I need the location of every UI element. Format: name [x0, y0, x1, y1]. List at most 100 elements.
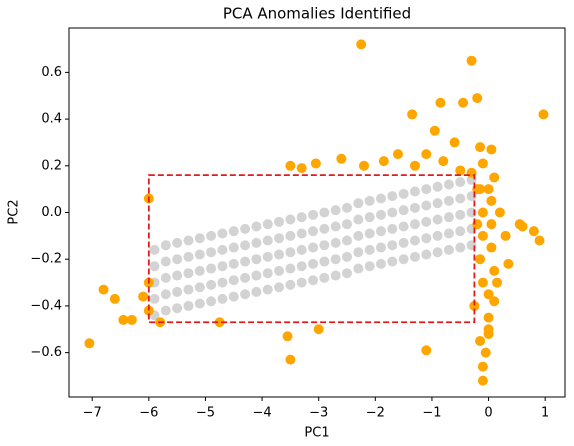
x-tick-label: −6	[139, 406, 158, 421]
scatter-point	[443, 195, 454, 206]
scatter-point	[313, 324, 324, 335]
scatter-point	[262, 251, 273, 262]
scatter-point	[217, 244, 228, 255]
scatter-point	[160, 305, 171, 316]
scatter-point	[475, 335, 486, 346]
x-tick-label: −7	[83, 406, 102, 421]
scatter-point	[296, 228, 307, 239]
scatter-point	[477, 158, 488, 169]
scatter-point	[421, 216, 432, 227]
scatter-point	[285, 263, 296, 274]
scatter-point	[228, 275, 239, 286]
scatter-point	[432, 247, 443, 258]
scatter-point	[538, 109, 549, 120]
scatter-point	[282, 331, 293, 342]
scatter-point	[214, 317, 225, 328]
scatter-point	[421, 200, 432, 211]
scatter-point	[285, 214, 296, 225]
scatter-point	[285, 279, 296, 290]
scatter-point	[183, 251, 194, 262]
scatter-point	[443, 179, 454, 190]
scatter-point	[274, 265, 285, 276]
y-tick-label: −0.6	[30, 345, 62, 360]
scatter-point	[398, 237, 409, 248]
scatter-point	[330, 205, 341, 216]
scatter-point	[432, 181, 443, 192]
scatter-point	[217, 261, 228, 272]
scatter-point	[217, 293, 228, 304]
scatter-point	[455, 165, 466, 176]
y-tick-label: 0.4	[41, 112, 62, 127]
scatter-point	[251, 237, 262, 248]
scatter-point	[228, 242, 239, 253]
y-tick-label: 0.6	[41, 65, 62, 80]
scatter-point	[392, 149, 403, 160]
scatter-point	[503, 258, 514, 269]
scatter-point	[262, 219, 273, 230]
scatter-point	[262, 284, 273, 295]
scatter-point	[206, 296, 217, 307]
scatter-point	[336, 153, 347, 164]
scatter-point	[251, 254, 262, 265]
x-tick-label: 0	[484, 406, 492, 421]
scatter-point	[319, 256, 330, 267]
scatter-point	[296, 277, 307, 288]
scatter-point	[353, 263, 364, 274]
scatter-point	[534, 235, 545, 246]
scatter-point	[358, 160, 369, 171]
scatter-point	[528, 226, 539, 237]
scatter-point	[409, 235, 420, 246]
scatter-point	[489, 172, 500, 183]
scatter-point	[387, 191, 398, 202]
scatter-point	[240, 240, 251, 251]
scatter-point	[310, 158, 321, 169]
scatter-point	[308, 242, 319, 253]
scatter-point	[483, 184, 494, 195]
scatter-point	[149, 244, 160, 255]
scatter-point	[194, 249, 205, 260]
scatter-point	[319, 240, 330, 251]
scatter-point	[183, 235, 194, 246]
x-tick-label: −5	[196, 406, 215, 421]
scatter-point	[262, 235, 273, 246]
scatter-point	[228, 291, 239, 302]
scatter-point	[118, 314, 129, 325]
scatter-point	[330, 237, 341, 248]
scatter-point	[364, 195, 375, 206]
scatter-point	[421, 149, 432, 160]
scatter-point	[194, 233, 205, 244]
scatter-point	[398, 188, 409, 199]
scatter-point	[475, 142, 486, 153]
scatter-point	[206, 279, 217, 290]
scatter-point	[274, 282, 285, 293]
scatter-point	[455, 226, 466, 237]
scatter-point	[432, 230, 443, 241]
scatter-point	[172, 286, 183, 297]
scatter-point	[378, 156, 389, 167]
scatter-point	[285, 354, 296, 365]
scatter-point	[364, 212, 375, 223]
scatter-point	[455, 193, 466, 204]
scatter-point	[126, 314, 137, 325]
scatter-point	[342, 235, 353, 246]
y-tick-label: 0.0	[41, 205, 62, 220]
scatter-point	[477, 361, 488, 372]
scatter-point	[421, 184, 432, 195]
scatter-point	[409, 160, 420, 171]
scatter-point	[138, 291, 149, 302]
scatter-point	[308, 258, 319, 269]
scatter-point	[489, 296, 500, 307]
scatter-point	[149, 293, 160, 304]
x-tick-label: −1	[422, 406, 441, 421]
scatter-point	[494, 207, 505, 218]
scatter-point	[308, 209, 319, 220]
scatter-point	[449, 137, 460, 148]
scatter-point	[486, 219, 497, 230]
scatter-point	[160, 289, 171, 300]
scatter-point	[387, 207, 398, 218]
scatter-point	[364, 261, 375, 272]
scatter-point	[353, 198, 364, 209]
scatter-point	[492, 277, 503, 288]
scatter-point	[262, 268, 273, 279]
